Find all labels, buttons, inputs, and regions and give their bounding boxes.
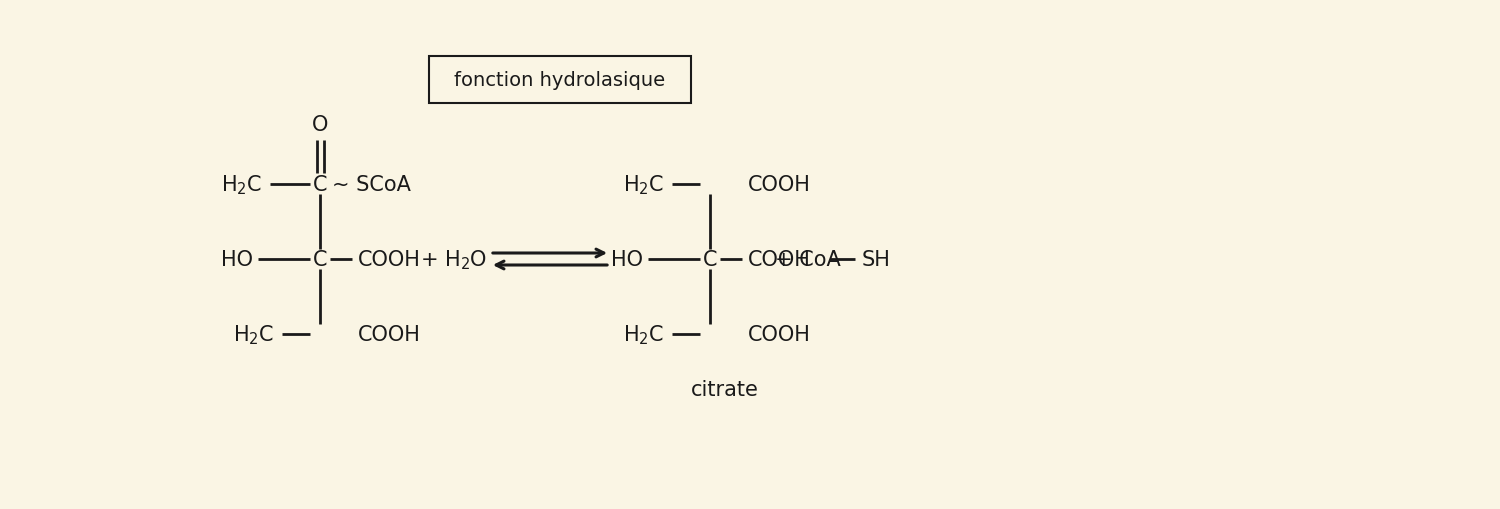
Text: citrate: citrate: [692, 379, 759, 399]
Text: + H$_2$O: + H$_2$O: [420, 248, 488, 271]
Text: O: O: [312, 115, 328, 135]
Text: C: C: [702, 249, 717, 269]
FancyBboxPatch shape: [429, 56, 692, 103]
Text: C: C: [312, 175, 327, 194]
Text: ~ SCoA: ~ SCoA: [332, 175, 411, 194]
Text: COOH: COOH: [358, 249, 422, 269]
Text: COOH: COOH: [748, 175, 812, 194]
Text: COOH: COOH: [748, 324, 812, 344]
Text: C: C: [312, 249, 327, 269]
Text: H$_2$C: H$_2$C: [622, 173, 664, 196]
Text: SH: SH: [862, 249, 891, 269]
Text: + CoA: + CoA: [776, 249, 840, 269]
Text: HO: HO: [610, 249, 644, 269]
Text: HO: HO: [220, 249, 254, 269]
Text: fonction hydrolasique: fonction hydrolasique: [454, 70, 666, 89]
Text: COOH: COOH: [358, 324, 422, 344]
Text: H$_2$C: H$_2$C: [622, 323, 664, 346]
Text: H$_2$C: H$_2$C: [232, 323, 274, 346]
Text: COOH: COOH: [748, 249, 812, 269]
Text: H$_2$C: H$_2$C: [220, 173, 262, 196]
